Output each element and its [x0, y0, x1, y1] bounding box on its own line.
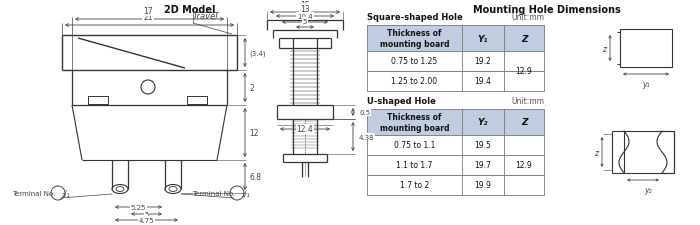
Text: Y₂: Y₂	[477, 118, 489, 127]
Bar	[624, 131, 674, 173]
Text: 2D Model: 2D Model	[164, 5, 216, 15]
Text: ₁/₁: ₁/₁	[241, 189, 250, 198]
Text: Travel: Travel	[193, 12, 218, 21]
Bar	[367, 175, 544, 195]
Text: 10.4: 10.4	[298, 14, 313, 20]
Text: Unit:mm: Unit:mm	[511, 13, 544, 22]
Text: 12.9: 12.9	[516, 67, 533, 76]
Text: Z: Z	[521, 34, 527, 43]
Text: 19.7: 19.7	[475, 161, 491, 170]
Text: Unit:mm: Unit:mm	[511, 97, 544, 106]
Text: 15: 15	[300, 1, 310, 10]
Text: 2: 2	[249, 84, 253, 93]
Bar	[88, 97, 108, 105]
Text: z: z	[602, 44, 606, 53]
Bar	[620, 30, 672, 68]
Text: 0.5: 0.5	[359, 110, 370, 115]
Text: 19.9: 19.9	[475, 181, 491, 190]
Text: Y₁: Y₁	[477, 34, 489, 43]
Text: 19.2: 19.2	[475, 57, 491, 66]
Text: 21: 21	[144, 13, 153, 22]
Bar	[367, 52, 544, 72]
Text: 0.75 to 1.1: 0.75 to 1.1	[394, 141, 435, 150]
Text: 12.4: 12.4	[297, 125, 314, 134]
Text: y₂: y₂	[644, 185, 652, 194]
Text: 0.75 to 1.25: 0.75 to 1.25	[391, 57, 438, 66]
Text: Z: Z	[521, 118, 527, 127]
Text: Terminal No.: Terminal No.	[192, 190, 235, 196]
Text: 1.7 to 2: 1.7 to 2	[400, 181, 429, 190]
Text: U-shaped Hole: U-shaped Hole	[367, 97, 436, 106]
Text: 19.5: 19.5	[475, 141, 491, 150]
Text: 5: 5	[303, 19, 307, 25]
Text: ₂/₁: ₂/₁	[62, 189, 71, 198]
Text: 17: 17	[144, 7, 153, 16]
Text: 12: 12	[249, 128, 258, 137]
Text: 4.75: 4.75	[139, 217, 154, 223]
Text: Thickness of
mounting board: Thickness of mounting board	[379, 113, 449, 132]
Text: (3.4): (3.4)	[249, 50, 265, 56]
Text: 5: 5	[144, 211, 148, 217]
Text: 12.9: 12.9	[516, 161, 533, 170]
Text: z: z	[594, 148, 598, 157]
Text: 6.8: 6.8	[249, 172, 261, 181]
Text: y₁: y₁	[643, 80, 650, 89]
Text: 1.1 to 1.7: 1.1 to 1.7	[396, 161, 433, 170]
Text: Square-shaped Hole: Square-shaped Hole	[367, 13, 463, 22]
Text: Mounting Hole Dimensions: Mounting Hole Dimensions	[473, 5, 621, 15]
Text: 13: 13	[300, 5, 310, 14]
Bar	[367, 110, 544, 135]
Bar	[367, 155, 544, 175]
Text: 5.25: 5.25	[131, 204, 146, 210]
Bar	[367, 135, 544, 155]
Text: 19.4: 19.4	[475, 77, 491, 86]
Bar	[367, 72, 544, 92]
Text: Terminal No.: Terminal No.	[12, 190, 55, 196]
Text: Thickness of
mounting board: Thickness of mounting board	[379, 29, 449, 48]
Bar	[367, 26, 544, 52]
Bar	[187, 97, 207, 105]
Text: 4.38: 4.38	[359, 134, 375, 140]
Text: 1.25 to 2.00: 1.25 to 2.00	[391, 77, 438, 86]
